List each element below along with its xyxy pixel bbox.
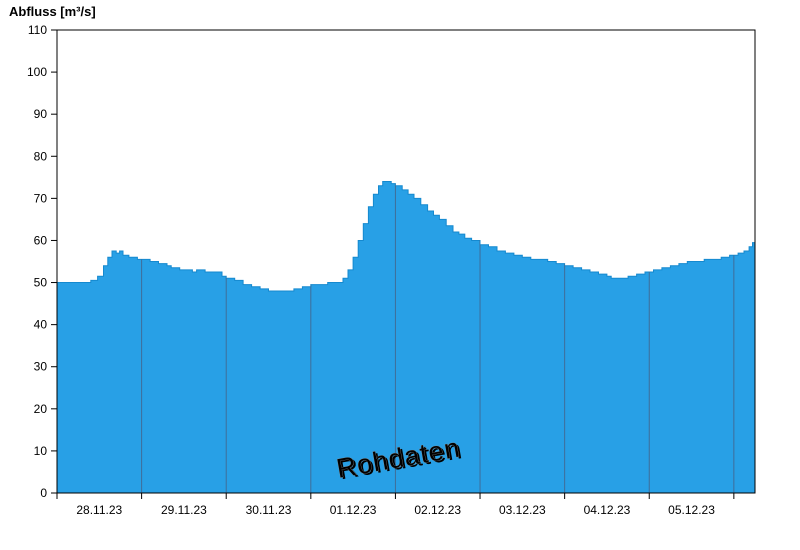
chart-title: Abfluss [m³/s] (9, 4, 96, 19)
x-tick-label: 05.12.23 (668, 503, 715, 517)
x-tick-label: 02.12.23 (414, 503, 461, 517)
y-tick-label: 30 (34, 360, 48, 374)
y-tick-label: 110 (28, 23, 47, 37)
x-tick-label: 28.11.23 (76, 503, 122, 517)
discharge-area-series (56, 181, 756, 494)
x-tick-label: 29.11.23 (161, 503, 207, 517)
y-axis: 0 10 20 30 40 50 60 70 80 90 100 110 (27, 23, 57, 500)
y-tick-label: 0 (40, 486, 47, 500)
x-tick-label: 04.12.23 (584, 503, 631, 517)
y-tick-label: 70 (34, 191, 48, 205)
y-tick-label: 10 (34, 444, 48, 458)
x-axis: 28.11.23 29.11.23 30.11.23 01.12.23 02.12.23… (56, 493, 735, 517)
x-tick-label: 01.12.23 (330, 503, 377, 517)
y-tick-label: 50 (34, 276, 48, 290)
y-tick-label: 100 (27, 65, 47, 79)
x-tick-label: 30.11.23 (246, 503, 292, 517)
y-tick-label: 80 (34, 149, 48, 163)
y-tick-label: 60 (34, 233, 48, 247)
x-tick-label: 03.12.23 (499, 503, 546, 517)
y-tick-label: 40 (34, 318, 48, 332)
plot-border (56, 29, 756, 494)
y-tick-label: 20 (34, 402, 48, 416)
y-tick-label: 90 (34, 107, 48, 121)
